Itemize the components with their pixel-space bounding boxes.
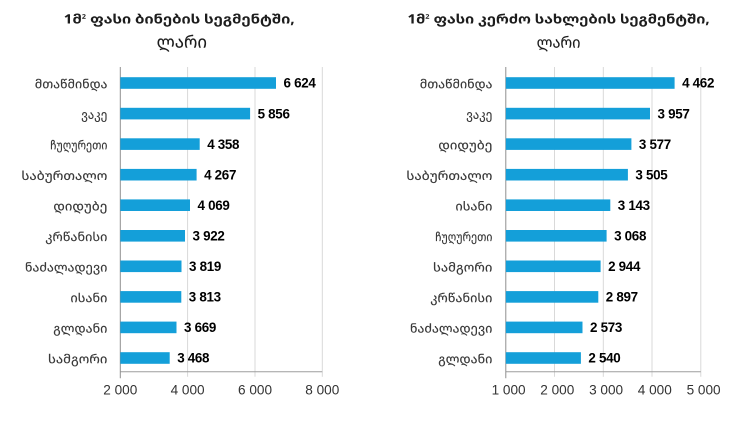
svg-text:2 000: 2 000 <box>103 383 137 398</box>
svg-text:3 577: 3 577 <box>639 137 671 152</box>
svg-text:5 856: 5 856 <box>258 106 290 121</box>
svg-text:2 573: 2 573 <box>590 320 622 335</box>
svg-text:3 957: 3 957 <box>658 106 690 121</box>
svg-text:6 000: 6 000 <box>238 383 272 398</box>
svg-text:3 505: 3 505 <box>635 167 668 182</box>
svg-text:4 267: 4 267 <box>204 167 236 182</box>
svg-text:5 000: 5 000 <box>687 383 721 398</box>
svg-text:1 000: 1 000 <box>492 383 526 398</box>
svg-text:2 540: 2 540 <box>588 351 620 366</box>
svg-text:3 819: 3 819 <box>189 259 221 274</box>
svg-text:3 000: 3 000 <box>589 383 623 398</box>
svg-text:3 143: 3 143 <box>618 198 650 213</box>
svg-text:4 000: 4 000 <box>638 383 672 398</box>
svg-text:2 000: 2 000 <box>540 383 574 398</box>
svg-text:3 669: 3 669 <box>184 320 216 335</box>
svg-text:3 813: 3 813 <box>189 290 221 305</box>
svg-text:2 944: 2 944 <box>608 259 641 274</box>
svg-text:3 922: 3 922 <box>193 229 225 244</box>
svg-text:4 462: 4 462 <box>682 76 714 91</box>
svg-text:8 000: 8 000 <box>305 383 339 398</box>
svg-text:6 624: 6 624 <box>284 76 317 91</box>
svg-text:2 897: 2 897 <box>606 290 638 305</box>
svg-text:3 068: 3 068 <box>614 229 647 244</box>
svg-text:4 069: 4 069 <box>198 198 230 213</box>
svg-text:3 468: 3 468 <box>177 351 210 366</box>
svg-text:4 358: 4 358 <box>207 137 240 152</box>
svg-text:4 000: 4 000 <box>171 383 205 398</box>
